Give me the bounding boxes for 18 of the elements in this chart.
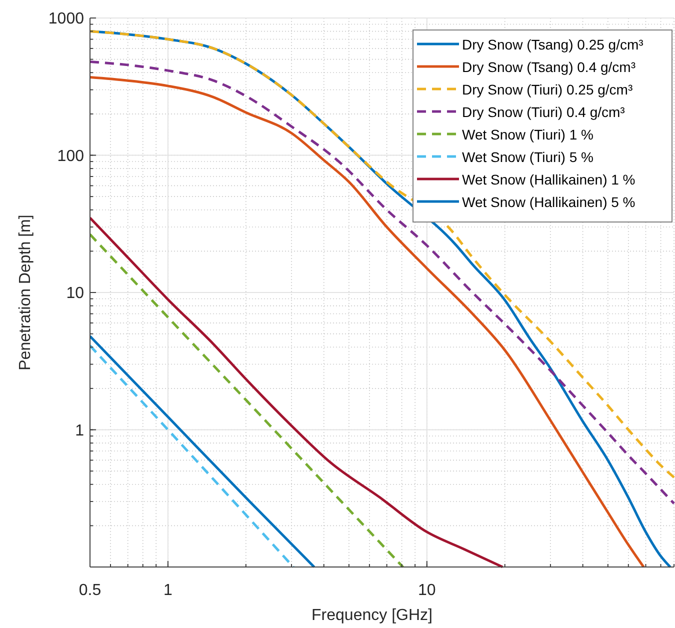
legend-label: Dry Snow (Tiuri) 0.25 g/cm³ — [462, 81, 633, 98]
x-tick-label: 10 — [418, 582, 436, 599]
x-tick-label: 1 — [164, 582, 172, 599]
line-series — [90, 233, 404, 568]
legend-label: Dry Snow (Tsang) 0.25 g/cm³ — [462, 36, 644, 52]
legend-label: Wet Snow (Hallikainen) 5 % — [462, 194, 636, 210]
y-tick-label: 1000 — [48, 10, 84, 28]
legend-label: Dry Snow (Tiuri) 0.4 g/cm³ — [462, 104, 626, 120]
y-tick-label: 1 — [75, 422, 84, 440]
y-axis-title: Penetration Depth [m] — [17, 214, 34, 370]
legend-label: Wet Snow (Tiuri) 1 % — [462, 126, 594, 142]
y-tick-label: 10 — [66, 285, 84, 302]
legend-label: Dry Snow (Tsang) 0.4 g/cm³ — [462, 58, 636, 75]
y-tick-label: 100 — [57, 148, 84, 165]
legend-label: Wet Snow (Tiuri) 5 % — [462, 148, 594, 165]
legend-label: Wet Snow (Hallikainen) 1 % — [462, 171, 636, 188]
x-axis-title: Frequency [GHz] — [312, 607, 432, 624]
x-tick-label: 0.5 — [78, 582, 102, 599]
